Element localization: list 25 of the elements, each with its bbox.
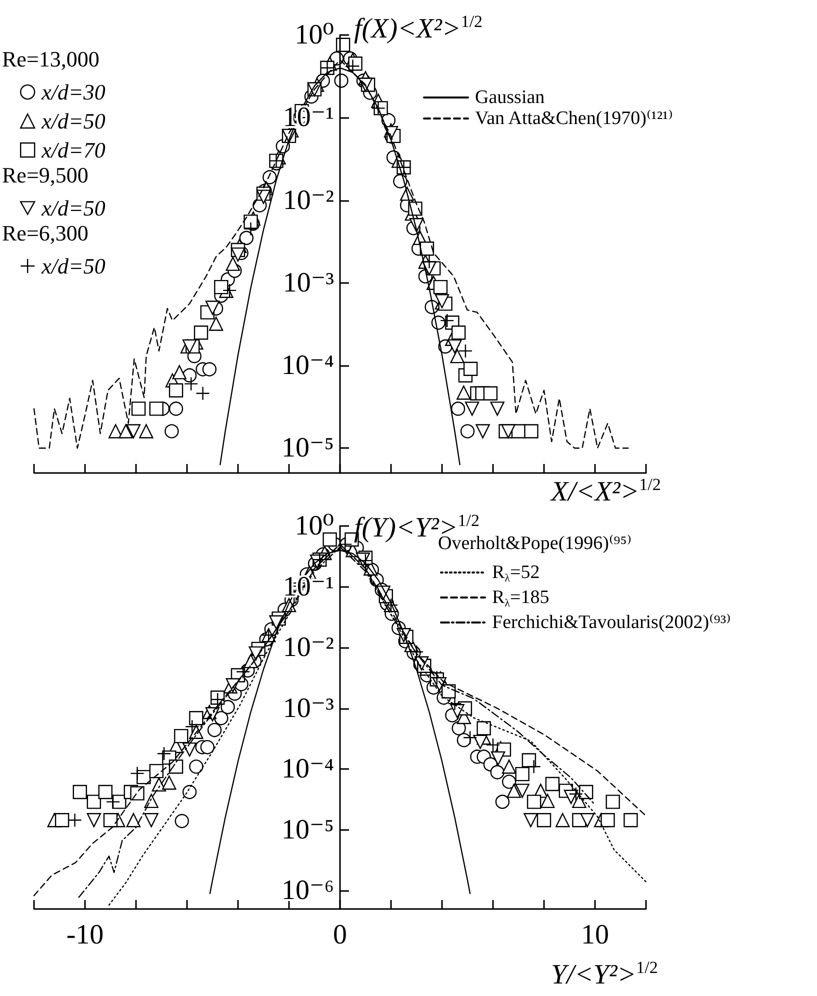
annotation: Re=6,300 [2, 220, 88, 246]
x-tick-label: 0 [333, 920, 347, 950]
y-tick-label: 10⁻⁵ [281, 814, 334, 846]
legend-label: Ferchichi&Tavoularis(2002)⁽⁹³⁾ [492, 612, 731, 633]
legend-label: x/d=30 [40, 80, 106, 104]
y-tick-label: 10⁻⁶ [281, 875, 334, 906]
y-tick-label: 10⁰ [294, 510, 334, 542]
x-tick-label: -10 [66, 920, 104, 950]
legend-label: x/d=50 [40, 196, 106, 220]
legend-label: x/d=50 [40, 108, 106, 134]
legend-label: Van Atta&Chen(1970)⁽¹²¹⁾ [475, 108, 673, 129]
y-tick-label: 10⁻² [282, 184, 334, 216]
annotation: Re=13,000 [2, 46, 100, 72]
y-tick-label: 10⁻⁴ [281, 350, 334, 381]
legend-label: Gaussian [475, 87, 546, 108]
annotation: Re=9,500 [2, 162, 88, 188]
y-tick-label: 10⁻³ [282, 692, 334, 724]
y-tick-label: 10⁻² [282, 632, 334, 664]
y-tick-label: 10⁻⁵ [281, 432, 334, 464]
y-tick-label: 10⁻³ [282, 267, 334, 298]
x-tick-label: 10 [581, 920, 609, 950]
legend-label: x/d=70 [40, 138, 106, 162]
y-tick-label: 10⁻⁴ [281, 754, 334, 785]
y-tick-label: 10⁰ [294, 20, 334, 50]
legend-label: x/d=50 [40, 254, 106, 278]
